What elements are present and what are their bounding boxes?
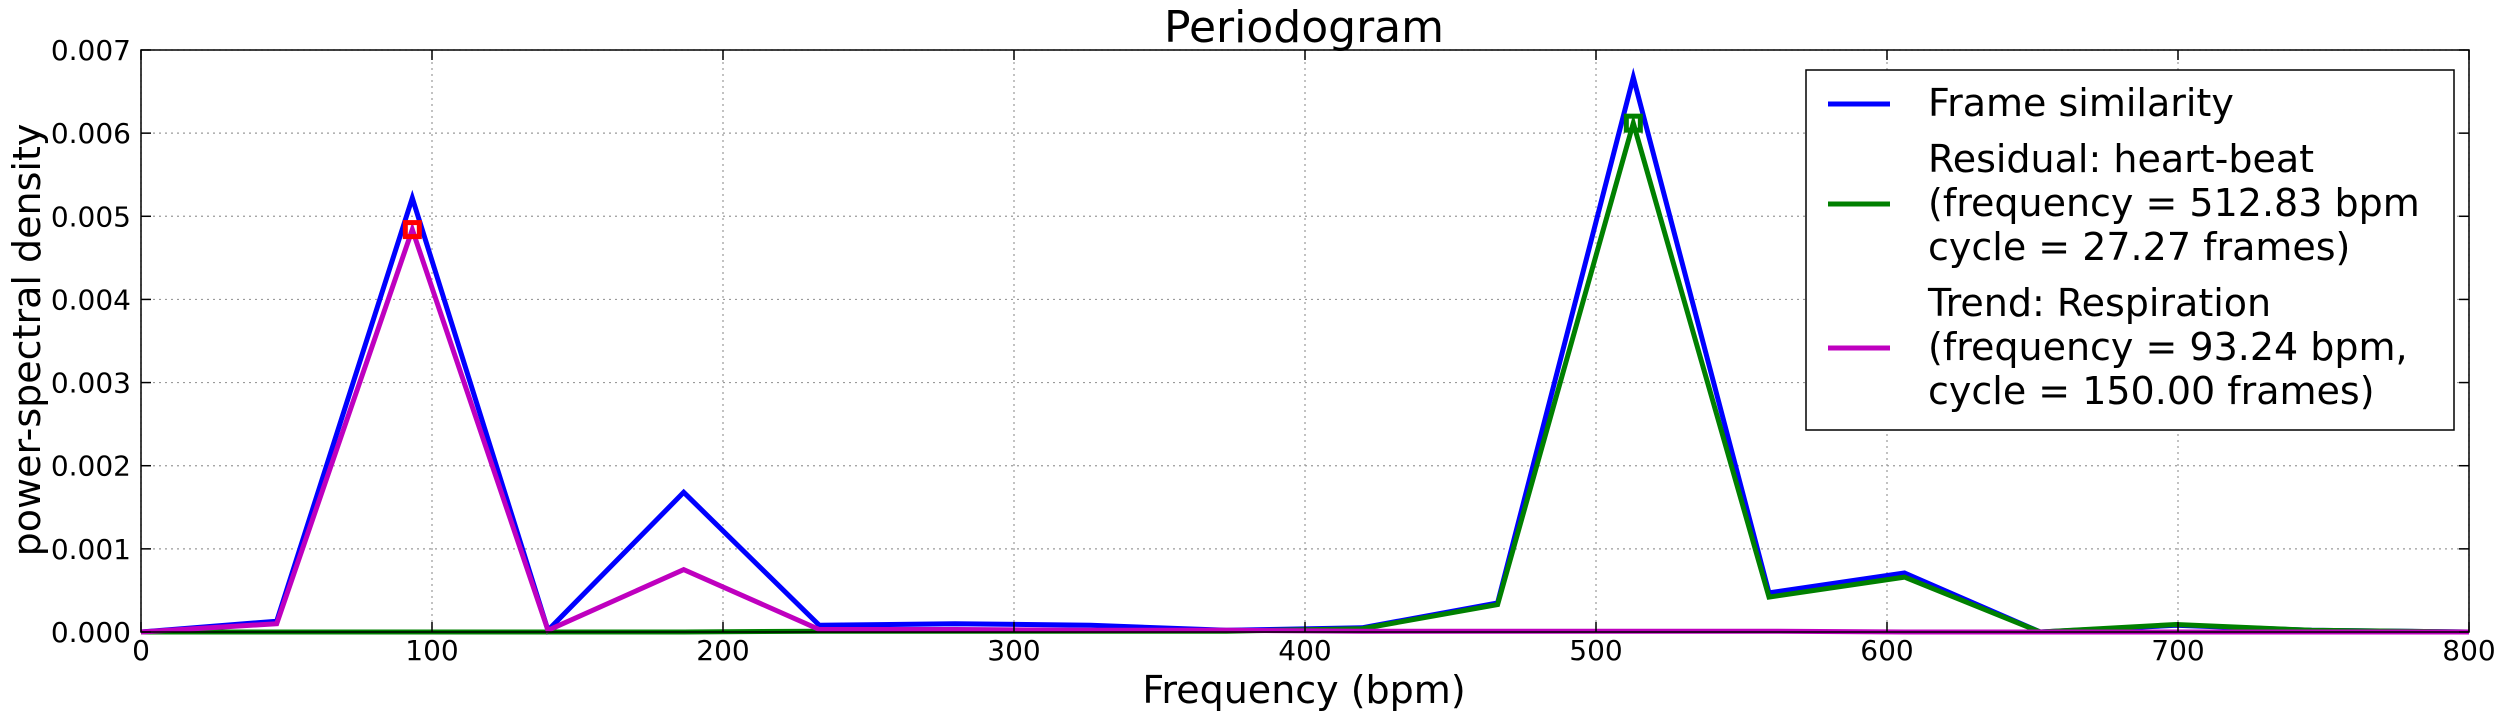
x-axis-label: Frequency (bpm) [1142,668,1465,712]
y-tick-label: 0.004 [51,283,131,316]
legend-label: cycle = 150.00 frames) [1928,369,2375,413]
x-tick-label: 800 [2442,634,2495,667]
legend-label: (frequency = 512.83 bpm [1928,181,2420,225]
y-tick-label: 0.001 [51,533,131,566]
y-tick-label: 0.005 [51,200,131,233]
legend-label: cycle = 27.27 frames) [1928,225,2350,269]
y-tick-label: 0.003 [51,367,131,400]
y-axis-label: power-spectral density [5,124,49,557]
x-tick-label: 100 [405,634,458,667]
x-tick-label: 200 [696,634,749,667]
x-tick-label: 0 [132,634,150,667]
x-tick-label: 400 [1278,634,1331,667]
legend-label: Frame similarity [1928,81,2234,125]
x-tick-label: 600 [1860,634,1913,667]
y-tick-label: 0.002 [51,450,131,483]
y-tick-label: 0.007 [51,34,131,67]
y-tick-label: 0.006 [51,117,131,150]
y-tick-label: 0.000 [51,616,131,649]
chart-title: Periodogram [1164,2,1444,53]
x-tick-label: 500 [1569,634,1622,667]
legend-label: Trend: Respiration [1927,281,2271,325]
legend-label: Residual: heart-beat [1928,137,2314,181]
x-tick-label: 700 [2151,634,2204,667]
x-tick-label: 300 [987,634,1040,667]
legend-label: (frequency = 93.24 bpm, [1928,325,2408,369]
